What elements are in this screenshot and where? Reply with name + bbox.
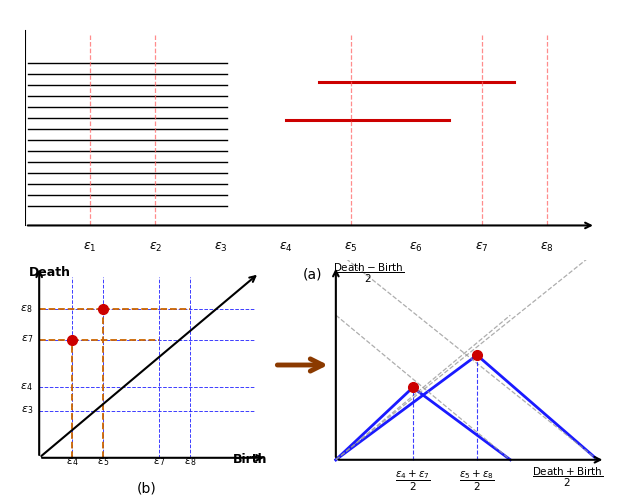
Text: $\epsilon_5$: $\epsilon_5$	[344, 240, 358, 254]
Text: Birth: Birth	[232, 454, 267, 466]
Text: $\epsilon_7$: $\epsilon_7$	[21, 334, 33, 345]
Text: $\epsilon_1$: $\epsilon_1$	[84, 240, 97, 254]
Text: $\dfrac{\mathrm{Death}+\mathrm{Birth}}{2}$: $\dfrac{\mathrm{Death}+\mathrm{Birth}}{2…	[532, 466, 603, 488]
Text: $\epsilon_8$: $\epsilon_8$	[184, 456, 197, 468]
Text: $\epsilon_4$: $\epsilon_4$	[66, 456, 79, 468]
Text: $\epsilon_7$: $\epsilon_7$	[154, 456, 165, 468]
Text: $\epsilon_4$: $\epsilon_4$	[279, 240, 293, 254]
Text: $\dfrac{\mathrm{Death}-\mathrm{Birth}}{2}$: $\dfrac{\mathrm{Death}-\mathrm{Birth}}{2…	[333, 262, 404, 285]
Text: (b): (b)	[137, 482, 157, 496]
Text: $\epsilon_4$: $\epsilon_4$	[20, 381, 33, 393]
Text: $\epsilon_5$: $\epsilon_5$	[97, 456, 109, 468]
Text: (a): (a)	[302, 268, 322, 281]
Text: $\epsilon_2$: $\epsilon_2$	[149, 240, 162, 254]
Text: $\epsilon_3$: $\epsilon_3$	[21, 404, 33, 416]
Text: $\epsilon_8$: $\epsilon_8$	[21, 304, 33, 316]
Text: $\dfrac{\epsilon_4+\epsilon_7}{2}$: $\dfrac{\epsilon_4+\epsilon_7}{2}$	[395, 470, 431, 494]
Text: $\dfrac{\epsilon_5+\epsilon_8}{2}$: $\dfrac{\epsilon_5+\epsilon_8}{2}$	[459, 470, 495, 494]
Text: $\epsilon_3$: $\epsilon_3$	[214, 240, 228, 254]
Text: $\epsilon_6$: $\epsilon_6$	[409, 240, 423, 254]
Text: $\epsilon_8$: $\epsilon_8$	[540, 240, 553, 254]
Text: $\epsilon_7$: $\epsilon_7$	[475, 240, 489, 254]
Text: Death: Death	[29, 266, 71, 280]
